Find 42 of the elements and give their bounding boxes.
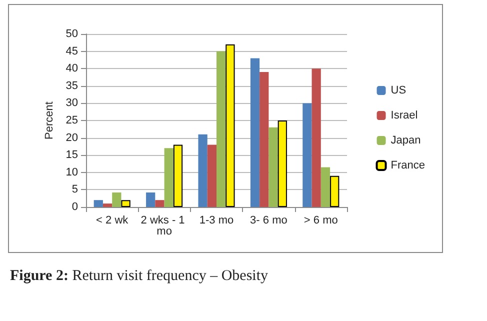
y-tick-label: 10: [66, 166, 78, 178]
bar: [155, 200, 164, 207]
bar: [302, 103, 312, 207]
bar: [250, 58, 260, 207]
y-tick-label: 20: [66, 132, 78, 144]
bar: [320, 167, 330, 207]
bar: [146, 192, 156, 207]
bar: [312, 68, 321, 207]
bar: [330, 176, 340, 207]
text: Figure 2: Return visit frequency – Obesity: [10, 268, 268, 285]
y-tick-label: 40: [66, 62, 78, 75]
bar: [94, 200, 103, 207]
y-tick-label: 50: [66, 28, 78, 40]
x-tick-label: < 2 wk: [96, 214, 129, 226]
bar: [207, 144, 216, 207]
bar: [173, 144, 183, 207]
x-tick-label: 1-3 mo: [199, 214, 234, 226]
legend-label: US: [390, 84, 406, 96]
y-tick-label: 45: [66, 45, 78, 58]
y-tick-label: 0: [72, 201, 78, 213]
bar: [216, 51, 226, 207]
y-tick-label: 35: [66, 80, 78, 92]
x-tick-label: 3- 6 mo: [250, 214, 288, 226]
bar: [198, 134, 208, 207]
legend-label: France: [390, 160, 426, 172]
bar: [268, 127, 278, 207]
bar: [164, 148, 174, 207]
bar: [102, 204, 112, 207]
x-tick-label: 2 wks - 1 mo: [140, 214, 188, 238]
y-tick-label: 5: [72, 184, 78, 196]
bar: [260, 72, 269, 207]
bar: [278, 120, 287, 207]
legend-label: Israel: [390, 110, 418, 122]
y-tick-label: 30: [66, 97, 78, 110]
y-tick-label: 25: [66, 114, 78, 126]
y-axis-title: Percent: [43, 102, 56, 140]
bar: [226, 44, 235, 207]
bar: [121, 200, 130, 207]
legend-label: Japan: [390, 134, 421, 146]
bar: [112, 192, 122, 207]
y-tick-label: 15: [66, 149, 78, 162]
x-tick-label: > 6 mo: [304, 214, 338, 226]
